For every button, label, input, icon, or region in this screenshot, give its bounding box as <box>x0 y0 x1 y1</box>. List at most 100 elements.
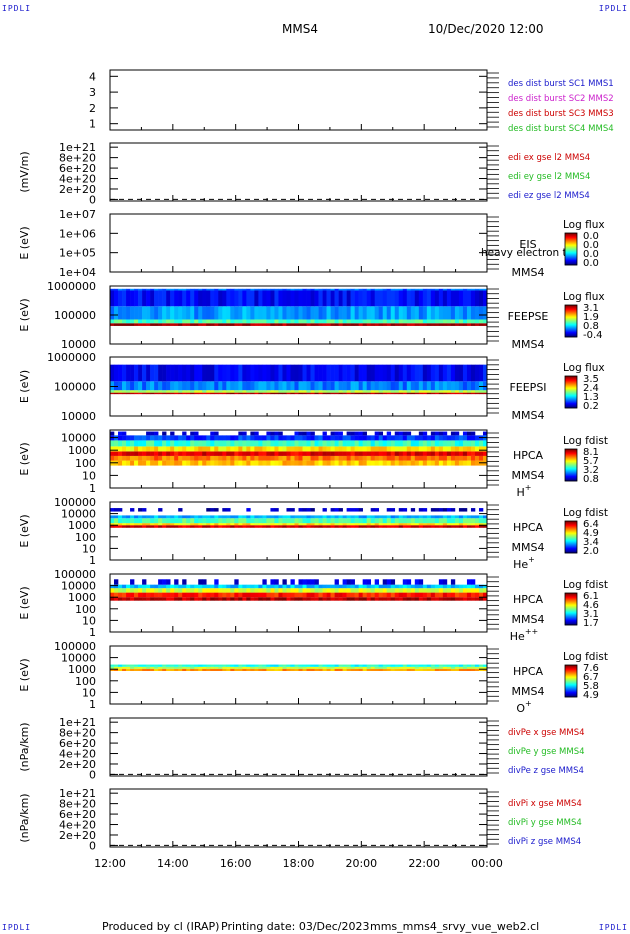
colorbar-step <box>565 464 577 466</box>
heatmap-cell <box>134 290 139 307</box>
heatmap-cell <box>178 515 183 519</box>
heatmap-cell <box>122 431 127 436</box>
heatmap-cell <box>250 446 255 452</box>
heatmap-cell <box>454 288 460 291</box>
heatmap-cell <box>270 319 275 324</box>
heatmap-cell <box>282 440 287 447</box>
heatmap-cell <box>346 525 351 528</box>
colorbar-step <box>565 244 577 246</box>
heatmap-cell <box>374 525 380 528</box>
heatmap-cell <box>154 515 159 519</box>
heatmap-cell <box>278 381 283 391</box>
heatmap-cell <box>246 392 251 395</box>
heatmap-cell <box>438 435 444 441</box>
heatmap-cell <box>322 381 327 391</box>
heatmap-cell <box>242 597 247 601</box>
heatmap-cell <box>206 584 211 589</box>
heatmap-cell <box>434 460 440 466</box>
heatmap-cell <box>150 288 155 291</box>
heatmap-cell <box>226 446 231 452</box>
heatmap-cell <box>242 460 247 466</box>
heatmap-cell <box>450 431 456 436</box>
heatmap-cell <box>310 306 315 320</box>
heatmap-cell <box>246 584 251 589</box>
heatmap-cell <box>366 392 371 395</box>
heatmap-cell <box>222 381 227 391</box>
heatmap-cell <box>450 364 456 382</box>
heatmap-cell <box>386 392 392 395</box>
heatmap-cell <box>350 664 355 667</box>
heatmap-cell <box>482 666 488 669</box>
heatmap-cell <box>422 381 428 391</box>
heatmap-cell <box>306 323 311 326</box>
heatmap-cell <box>258 451 263 456</box>
heatmap-cell <box>318 588 323 593</box>
colorbar-step <box>565 607 577 609</box>
heatmap-cell <box>402 666 408 669</box>
heatmap-cell <box>342 364 347 382</box>
heatmap-cell <box>150 523 155 526</box>
colorbar-step <box>565 263 577 265</box>
colorbar-step <box>565 378 577 380</box>
heatmap-cell <box>458 435 464 441</box>
heatmap-cell <box>454 306 460 320</box>
heatmap-cell <box>302 525 307 528</box>
heatmap-cell <box>198 668 203 671</box>
heatmap-cell <box>194 431 199 436</box>
heatmap-cell <box>290 319 295 324</box>
legend-entry: edi ey gse l2 MMS4 <box>508 172 590 182</box>
heatmap-cell <box>458 323 464 326</box>
heatmap-cell <box>214 584 219 589</box>
heatmap-cell <box>170 288 175 291</box>
colorbar-step <box>565 325 577 327</box>
heatmap-cell <box>414 666 420 669</box>
heatmap-cell <box>314 392 319 395</box>
heatmap-cell <box>330 523 335 526</box>
heatmap-cell <box>462 666 468 669</box>
heatmap-cell <box>314 390 319 393</box>
heatmap-cell <box>414 523 420 526</box>
heatmap-cell <box>118 392 123 395</box>
heatmap-cell <box>126 523 131 526</box>
heatmap-cell <box>130 515 135 519</box>
heatmap-cell <box>390 290 396 307</box>
heatmap-cell <box>138 455 143 461</box>
heatmap-cell <box>298 460 303 466</box>
heatmap-cell <box>454 518 460 524</box>
heatmap-cell <box>442 381 448 391</box>
heatmap-cell <box>202 668 207 671</box>
heatmap-cell <box>246 364 251 382</box>
heatmap-cell <box>122 460 127 466</box>
heatmap-cell <box>210 508 215 512</box>
y-axis-label: E (eV) <box>18 442 31 475</box>
colorbar-tick-label: 2.0 <box>583 546 599 557</box>
heatmap-cell <box>118 592 123 598</box>
heatmap-cell <box>482 515 488 519</box>
heatmap-cell <box>274 288 279 291</box>
heatmap-cell <box>482 588 488 593</box>
colorbar-step <box>565 324 577 326</box>
heatmap-cell <box>166 523 171 526</box>
heatmap-cell <box>218 390 223 393</box>
heatmap-cell <box>118 431 123 436</box>
colorbar-step <box>565 593 577 595</box>
heatmap-cell <box>162 592 167 598</box>
heatmap-cell <box>154 446 159 452</box>
heatmap-cell <box>382 525 388 528</box>
heatmap-cell <box>422 455 428 461</box>
heatmap-cell <box>274 668 279 671</box>
panel-frame <box>109 717 488 777</box>
heatmap-cell <box>298 392 303 395</box>
heatmap-cell <box>418 455 424 461</box>
heatmap-cell <box>454 525 460 528</box>
heatmap-cell <box>258 518 263 524</box>
heatmap-cell <box>390 381 396 391</box>
heatmap-cell <box>274 579 279 585</box>
heatmap-cell <box>122 390 127 393</box>
heatmap-cell <box>178 306 183 320</box>
heatmap-cell <box>374 440 380 447</box>
heatmap-cell <box>410 584 416 589</box>
y-axis-label: (mV/m) <box>18 151 31 192</box>
heatmap-cell <box>110 440 115 447</box>
heatmap-cell <box>242 518 247 524</box>
